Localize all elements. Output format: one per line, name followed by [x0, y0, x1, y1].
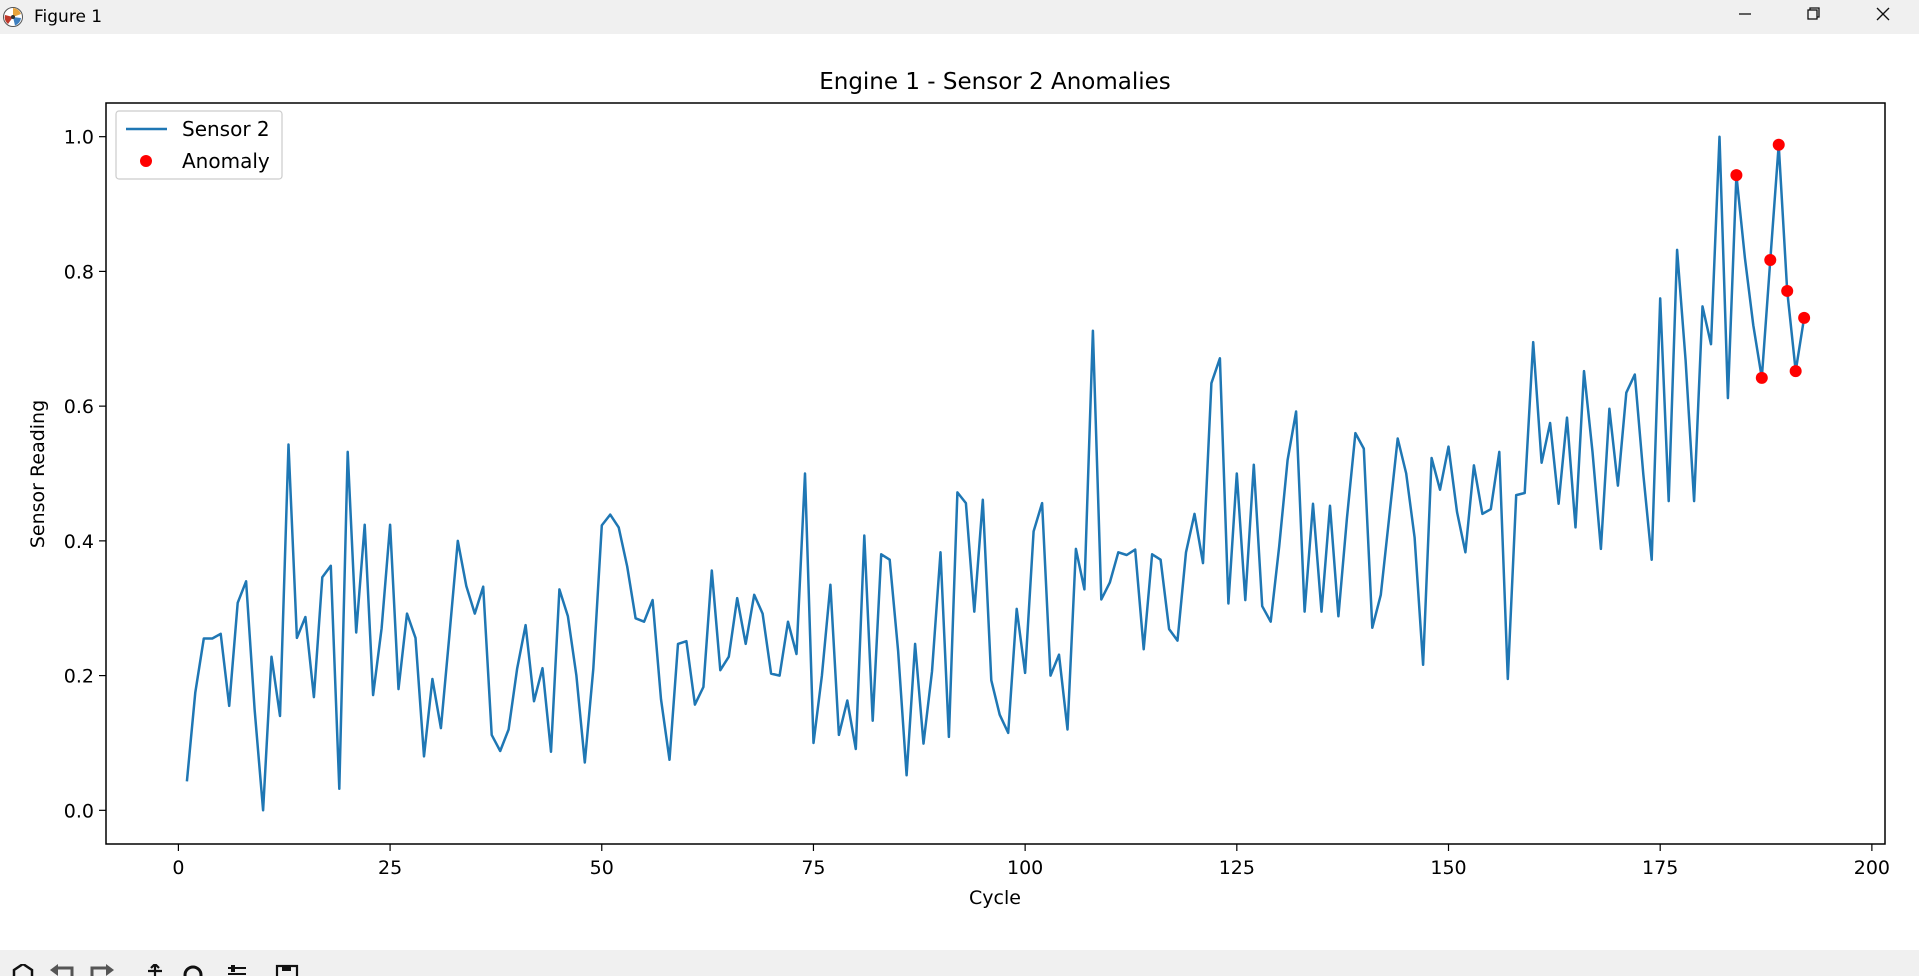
minimize-icon [1739, 13, 1751, 15]
configure-subplots-icon[interactable] [222, 964, 252, 976]
save-icon[interactable] [272, 964, 302, 976]
window-title: Figure 1 [34, 7, 103, 27]
forward-icon[interactable] [88, 964, 118, 976]
pan-icon[interactable] [140, 964, 170, 976]
anomaly-point [1755, 371, 1768, 384]
matplotlib-logo-icon [2, 6, 24, 28]
y-tick-label: 0.0 [64, 800, 94, 822]
y-tick-label: 0.6 [64, 396, 94, 418]
axis-ticks: 0 25 50 75 100 125 150 175 200 0.0 0.2 0.4 0.6 0.8 1.0 [64, 127, 1890, 879]
restore-icon [1807, 7, 1820, 20]
x-axis-label: Cycle [969, 887, 1021, 909]
x-tick-label: 200 [1854, 857, 1890, 879]
anomaly-point [1772, 138, 1785, 151]
home-icon[interactable] [8, 964, 38, 976]
zoom-icon[interactable] [178, 964, 208, 976]
anomaly-point [1730, 169, 1743, 182]
x-tick-label: 150 [1430, 857, 1466, 879]
y-tick-label: 0.2 [64, 666, 94, 688]
anomaly-point [1764, 253, 1777, 266]
legend-label-anomaly: Anomaly [182, 149, 270, 173]
legend-marker-swatch [140, 155, 152, 167]
x-tick-label: 125 [1219, 857, 1255, 879]
x-tick-label: 0 [172, 857, 184, 879]
anomaly-point [1781, 284, 1794, 297]
x-tick-label: 100 [1007, 857, 1043, 879]
back-icon[interactable] [46, 964, 76, 976]
legend-label-sensor: Sensor 2 [182, 117, 270, 141]
y-tick-label: 0.4 [64, 531, 94, 553]
anomaly-point [1789, 365, 1802, 378]
y-tick-label: 0.8 [64, 261, 94, 283]
axes-frame [105, 102, 1886, 845]
chart-title: Engine 1 - Sensor 2 Anomalies [819, 69, 1171, 95]
close-button[interactable] [1860, 0, 1906, 34]
window-titlebar: Figure 1 [0, 0, 1919, 34]
x-tick-label: 175 [1642, 857, 1678, 879]
y-tick-label: 1.0 [64, 127, 94, 149]
anomaly-point [1798, 311, 1811, 324]
x-tick-label: 75 [801, 857, 825, 879]
navigation-toolbar [0, 950, 1919, 976]
legend: Sensor 2 Anomaly [115, 110, 283, 180]
y-axis-label: Sensor Reading [27, 400, 49, 548]
close-icon [1876, 7, 1890, 21]
minimize-button[interactable] [1722, 0, 1768, 34]
restore-button[interactable] [1790, 0, 1836, 34]
chart: Engine 1 - Sensor 2 Anomalies Cycle Sens… [27, 69, 1890, 909]
series-layer [185, 135, 1811, 812]
x-tick-label: 50 [590, 857, 614, 879]
sensor-2-line [185, 135, 1806, 812]
x-tick-label: 25 [378, 857, 402, 879]
